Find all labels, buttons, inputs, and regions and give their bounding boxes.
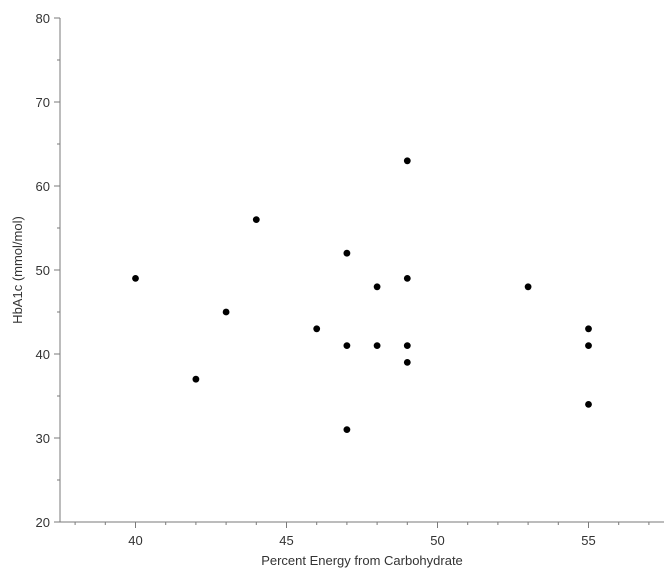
data-point	[343, 342, 351, 349]
data-point	[373, 283, 381, 291]
data-point	[585, 401, 592, 408]
y-tick-label: 60	[36, 179, 50, 194]
data-point	[403, 359, 411, 366]
data-point	[403, 157, 411, 165]
x-tick-label: 55	[581, 533, 595, 548]
x-axis-title: Percent Energy from Carbohydrate	[261, 553, 463, 568]
x-axis-ticks: 40 45 50 55	[74, 522, 650, 548]
data-points	[132, 157, 592, 433]
data-point	[252, 216, 260, 224]
data-point	[192, 375, 200, 383]
data-point	[343, 249, 351, 257]
y-tick-label: 80	[36, 11, 50, 26]
data-point	[222, 308, 230, 316]
y-tick-label: 50	[36, 263, 50, 278]
data-point	[313, 325, 321, 333]
data-point	[403, 342, 411, 349]
data-point	[343, 426, 351, 433]
axes	[59, 18, 664, 523]
data-point	[132, 275, 139, 282]
y-tick-label: 20	[36, 515, 50, 530]
data-point	[524, 283, 532, 291]
y-tick-label: 40	[36, 347, 50, 362]
x-tick-label: 45	[279, 533, 293, 548]
x-tick-label: 40	[128, 533, 142, 548]
data-point	[585, 342, 592, 349]
x-tick-label: 50	[430, 533, 444, 548]
data-point	[373, 342, 381, 349]
y-axis-ticks: 20 30 40 50 60 70 80	[36, 11, 60, 530]
y-axis-title: HbA1c (mmol/mol)	[10, 216, 25, 324]
data-point	[585, 325, 592, 333]
y-tick-label: 30	[36, 431, 50, 446]
y-tick-label: 70	[36, 95, 50, 110]
data-point	[403, 275, 411, 282]
